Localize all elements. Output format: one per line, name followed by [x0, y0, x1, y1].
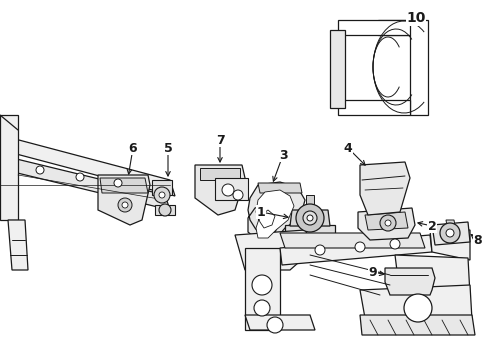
Circle shape: [118, 198, 132, 212]
Polygon shape: [0, 135, 175, 196]
Circle shape: [114, 179, 122, 187]
Circle shape: [122, 202, 128, 208]
Text: 9: 9: [368, 266, 377, 279]
Polygon shape: [195, 165, 245, 215]
Polygon shape: [290, 210, 330, 226]
Polygon shape: [280, 235, 432, 265]
Polygon shape: [360, 162, 410, 215]
Polygon shape: [235, 230, 315, 270]
Polygon shape: [358, 208, 415, 240]
Circle shape: [355, 242, 365, 252]
Polygon shape: [280, 233, 425, 248]
Polygon shape: [8, 220, 28, 270]
Circle shape: [254, 300, 270, 316]
Polygon shape: [215, 178, 248, 200]
Circle shape: [440, 223, 460, 243]
Polygon shape: [100, 178, 148, 193]
Circle shape: [36, 166, 44, 174]
Polygon shape: [395, 255, 470, 295]
Text: 1: 1: [257, 206, 266, 219]
Circle shape: [380, 215, 396, 231]
Circle shape: [154, 187, 170, 203]
Circle shape: [222, 184, 234, 196]
Polygon shape: [365, 212, 408, 230]
Circle shape: [404, 294, 432, 322]
Text: 4: 4: [343, 141, 352, 154]
Circle shape: [385, 220, 391, 226]
Polygon shape: [432, 222, 470, 245]
Text: 5: 5: [164, 141, 172, 154]
Polygon shape: [98, 175, 150, 225]
Polygon shape: [360, 315, 475, 335]
Polygon shape: [0, 115, 18, 220]
Polygon shape: [256, 190, 294, 238]
Text: 8: 8: [474, 234, 482, 247]
Polygon shape: [152, 180, 172, 195]
Text: 3: 3: [279, 149, 287, 162]
Circle shape: [315, 245, 325, 255]
Polygon shape: [360, 285, 472, 320]
Polygon shape: [430, 230, 470, 260]
Polygon shape: [338, 100, 410, 115]
Polygon shape: [306, 195, 314, 211]
Circle shape: [296, 204, 324, 232]
Circle shape: [159, 192, 165, 198]
Circle shape: [159, 204, 171, 216]
Polygon shape: [338, 20, 410, 35]
Polygon shape: [330, 30, 345, 108]
Text: 7: 7: [216, 134, 224, 147]
Circle shape: [307, 215, 313, 221]
Circle shape: [233, 190, 243, 200]
Polygon shape: [248, 182, 305, 242]
Text: 10: 10: [406, 11, 426, 25]
Circle shape: [390, 239, 400, 249]
Polygon shape: [385, 268, 435, 295]
Circle shape: [303, 211, 317, 225]
Polygon shape: [0, 155, 170, 210]
Text: 6: 6: [129, 141, 137, 154]
Circle shape: [267, 317, 283, 333]
Circle shape: [252, 275, 272, 295]
Circle shape: [446, 229, 454, 237]
Polygon shape: [200, 168, 240, 180]
Circle shape: [76, 173, 84, 181]
Polygon shape: [378, 20, 428, 115]
Polygon shape: [446, 220, 455, 226]
Polygon shape: [245, 315, 315, 330]
Polygon shape: [258, 183, 302, 193]
Polygon shape: [285, 225, 335, 238]
Text: 2: 2: [428, 220, 437, 233]
Polygon shape: [245, 248, 280, 330]
Polygon shape: [155, 205, 175, 215]
